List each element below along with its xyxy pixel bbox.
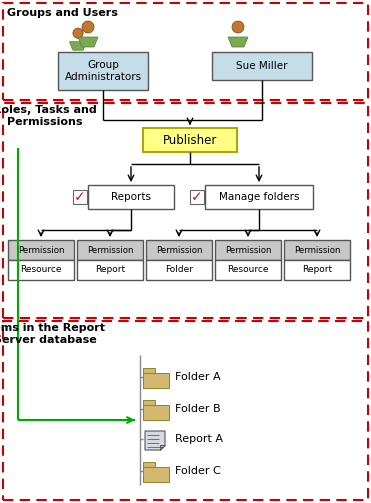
Text: Items in the Report
Server database: Items in the Report Server database bbox=[0, 323, 105, 345]
Text: Permission: Permission bbox=[294, 245, 340, 255]
Bar bbox=[215, 260, 281, 280]
Bar bbox=[146, 260, 212, 280]
Text: Folder: Folder bbox=[165, 266, 193, 275]
Text: Resource: Resource bbox=[227, 266, 269, 275]
Text: Report: Report bbox=[95, 266, 125, 275]
Bar bbox=[143, 467, 169, 482]
Bar bbox=[58, 52, 148, 90]
Text: Publisher: Publisher bbox=[163, 133, 217, 146]
Bar bbox=[88, 185, 174, 209]
Bar bbox=[146, 240, 212, 260]
Bar bbox=[143, 405, 169, 420]
Circle shape bbox=[82, 21, 94, 33]
Bar bbox=[143, 400, 155, 405]
Bar bbox=[3, 321, 368, 500]
Text: Groups and Users: Groups and Users bbox=[7, 8, 118, 18]
Text: Resource: Resource bbox=[20, 266, 62, 275]
Text: Report A: Report A bbox=[175, 434, 223, 444]
Text: Permission: Permission bbox=[225, 245, 271, 255]
Bar bbox=[77, 260, 143, 280]
Text: Sue Miller: Sue Miller bbox=[236, 61, 288, 71]
Text: ✓: ✓ bbox=[191, 190, 203, 204]
Bar bbox=[284, 240, 350, 260]
Circle shape bbox=[73, 28, 83, 38]
Text: Manage folders: Manage folders bbox=[219, 192, 299, 202]
Text: Folder C: Folder C bbox=[175, 466, 221, 476]
Text: Group
Administrators: Group Administrators bbox=[65, 60, 142, 82]
Bar bbox=[3, 3, 368, 100]
Bar bbox=[77, 240, 143, 260]
Polygon shape bbox=[69, 42, 86, 50]
Text: Reports: Reports bbox=[111, 192, 151, 202]
Bar bbox=[8, 240, 74, 260]
Text: Folder A: Folder A bbox=[175, 372, 221, 382]
Bar bbox=[73, 190, 87, 204]
Bar bbox=[143, 373, 169, 388]
Bar bbox=[143, 368, 155, 373]
Text: Permission: Permission bbox=[156, 245, 202, 255]
Bar bbox=[143, 128, 237, 152]
Bar bbox=[190, 190, 204, 204]
Bar bbox=[205, 185, 313, 209]
Text: Permission: Permission bbox=[18, 245, 64, 255]
Polygon shape bbox=[228, 37, 248, 47]
Text: Folder B: Folder B bbox=[175, 404, 221, 414]
Bar bbox=[284, 260, 350, 280]
Bar bbox=[212, 52, 312, 80]
Circle shape bbox=[232, 21, 244, 33]
Polygon shape bbox=[160, 445, 165, 450]
Polygon shape bbox=[145, 431, 165, 450]
Text: Roles, Tasks and
Permissions: Roles, Tasks and Permissions bbox=[0, 105, 97, 127]
Text: Permission: Permission bbox=[87, 245, 133, 255]
Text: Report: Report bbox=[302, 266, 332, 275]
Polygon shape bbox=[78, 37, 98, 47]
Bar bbox=[3, 103, 368, 318]
Bar bbox=[215, 240, 281, 260]
Bar bbox=[143, 462, 155, 467]
Text: ✓: ✓ bbox=[74, 190, 86, 204]
Bar bbox=[8, 260, 74, 280]
